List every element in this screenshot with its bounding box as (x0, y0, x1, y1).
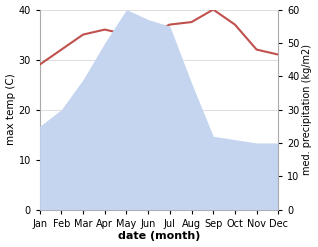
X-axis label: date (month): date (month) (118, 231, 200, 242)
Y-axis label: med. precipitation (kg/m2): med. precipitation (kg/m2) (302, 44, 313, 175)
Y-axis label: max temp (C): max temp (C) (5, 74, 16, 145)
